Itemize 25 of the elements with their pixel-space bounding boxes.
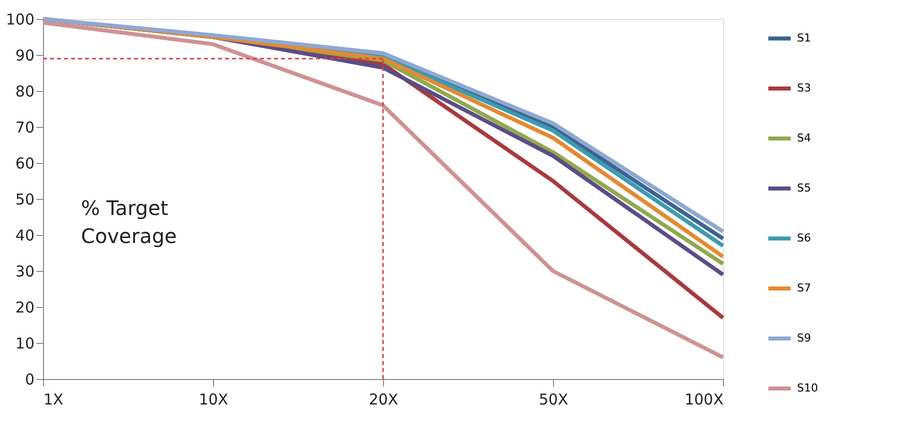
x-tick-label: 50X xyxy=(538,390,568,408)
y-tick-label: 10 xyxy=(15,334,34,352)
y-tick-label: 50 xyxy=(15,190,34,208)
y-tick-label: 60 xyxy=(15,154,34,172)
x-tick-label: 100X xyxy=(684,390,724,408)
legend-label: S5 xyxy=(797,182,811,194)
y-tick-label: 70 xyxy=(15,118,34,136)
y-tick-label: 100 xyxy=(6,10,34,28)
legend-label: S4 xyxy=(797,132,811,144)
y-tick-label: 40 xyxy=(15,226,34,244)
y-tick-label: 20 xyxy=(15,298,34,316)
legend-label: S7 xyxy=(797,282,811,294)
legend-label: S6 xyxy=(797,232,811,244)
y-tick-label: 80 xyxy=(15,82,34,100)
legend-label: S3 xyxy=(797,82,811,94)
annotation: % Target Coverage xyxy=(81,196,177,248)
legend-label: S10 xyxy=(797,382,818,394)
x-tick-label: 10X xyxy=(198,390,228,408)
y-tick-label: 30 xyxy=(15,262,34,280)
legend-label: S9 xyxy=(797,332,811,344)
legend-label: S1 xyxy=(797,32,811,44)
x-tick-label: 1X xyxy=(44,390,64,408)
y-tick-label: 90 xyxy=(15,46,34,64)
x-tick-label: 20X xyxy=(368,390,398,408)
y-tick-label: 0 xyxy=(24,370,34,388)
